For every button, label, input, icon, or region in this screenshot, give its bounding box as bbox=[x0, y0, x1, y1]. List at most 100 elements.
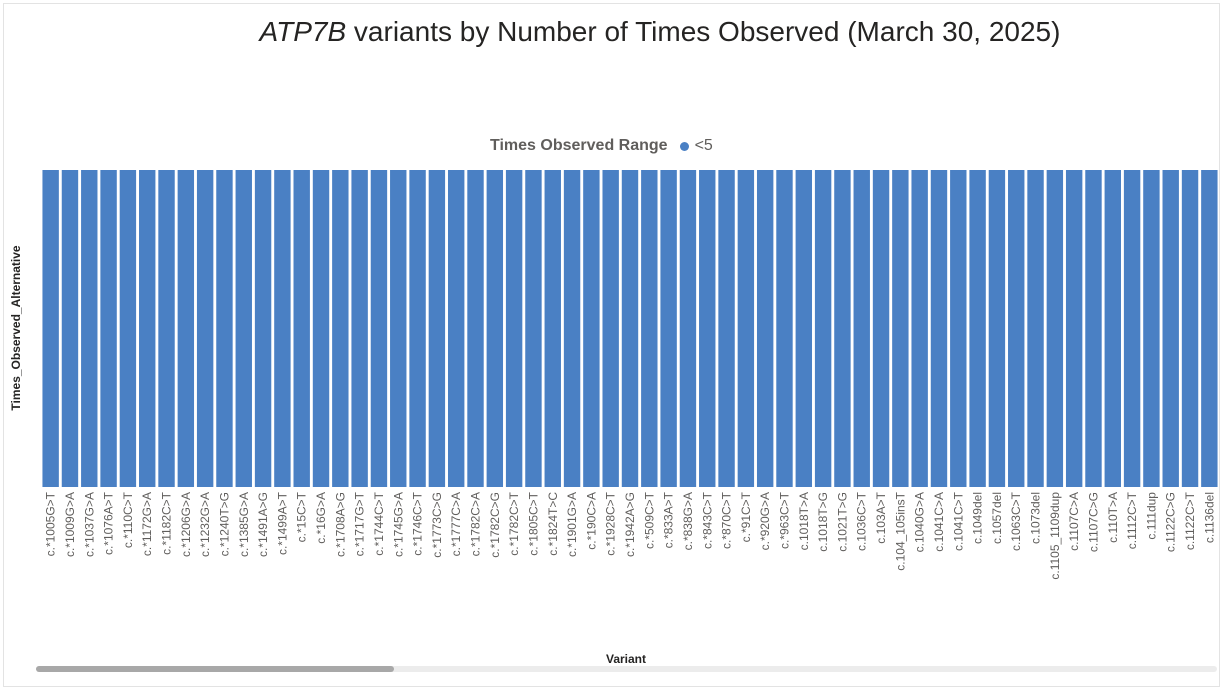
bar[interactable] bbox=[505, 170, 523, 487]
bar[interactable] bbox=[1008, 170, 1025, 487]
bar[interactable] bbox=[139, 170, 156, 487]
x-tick-label: c.*1745G>A bbox=[391, 492, 405, 557]
x-tick-label: c.1041C>T bbox=[951, 491, 965, 551]
bar[interactable] bbox=[911, 170, 928, 487]
x-tick-label: c.1105_1109dup bbox=[1048, 492, 1062, 580]
bar[interactable] bbox=[834, 170, 851, 487]
bar[interactable] bbox=[370, 170, 388, 487]
x-tick-label: c.*1746C>T bbox=[411, 491, 425, 555]
x-tick-label: c.1112C>T bbox=[1125, 491, 1139, 549]
bar[interactable] bbox=[795, 170, 813, 487]
bar[interactable] bbox=[892, 170, 909, 487]
bar[interactable] bbox=[621, 170, 639, 487]
bar[interactable] bbox=[544, 170, 561, 487]
bar[interactable] bbox=[1065, 170, 1083, 487]
bar[interactable] bbox=[312, 170, 330, 487]
bar[interactable] bbox=[679, 170, 697, 487]
x-tick-label: c.*1782C>T bbox=[507, 491, 521, 555]
bar[interactable] bbox=[1104, 170, 1121, 487]
bar[interactable] bbox=[814, 170, 832, 487]
bar[interactable] bbox=[409, 170, 426, 487]
legend-marker-dot[interactable] bbox=[679, 141, 689, 151]
x-tick-label: c.*509C>T bbox=[642, 491, 656, 549]
bar[interactable] bbox=[100, 170, 117, 487]
x-tick-label: c.*920G>A bbox=[758, 492, 772, 550]
x-tick-label: c.*1708A>G bbox=[333, 492, 347, 557]
bar[interactable] bbox=[583, 170, 600, 487]
bar[interactable] bbox=[930, 170, 948, 487]
bar[interactable] bbox=[1085, 170, 1102, 487]
x-tick-label: c.*1777C>A bbox=[449, 492, 463, 556]
bar[interactable] bbox=[81, 170, 98, 487]
bar[interactable] bbox=[351, 170, 368, 487]
bar[interactable] bbox=[216, 170, 233, 487]
bar[interactable] bbox=[1046, 170, 1064, 487]
bar[interactable] bbox=[332, 170, 349, 487]
bar[interactable] bbox=[235, 170, 252, 487]
bar[interactable] bbox=[950, 170, 967, 487]
x-axis-title: Variant bbox=[606, 652, 646, 666]
bar[interactable] bbox=[525, 170, 542, 487]
bar[interactable] bbox=[699, 170, 716, 487]
x-tick-label: c.*91C>T bbox=[739, 491, 753, 542]
x-tick-label: c.*15C>T bbox=[295, 491, 309, 542]
bar[interactable] bbox=[988, 170, 1006, 487]
x-tick-label: c.*1717G>T bbox=[353, 491, 367, 556]
x-axis-tick-labels: c.*1005G>T c.*1009G>A c.*1037G>A c.*1076A>T… bbox=[44, 491, 1217, 579]
x-tick-label: c.1040G>A bbox=[913, 492, 927, 552]
x-tick-label: c.*1491A>G bbox=[256, 492, 270, 557]
bar[interactable] bbox=[602, 170, 619, 487]
x-tick-label: c.*1805C>T bbox=[526, 491, 540, 555]
bar[interactable] bbox=[853, 170, 870, 487]
bar[interactable] bbox=[1181, 170, 1199, 487]
x-tick-label: c.*1901G>A bbox=[565, 492, 579, 557]
x-tick-label: c.*843C>T bbox=[700, 491, 714, 549]
bar[interactable] bbox=[254, 170, 272, 487]
visual-frame bbox=[3, 3, 1220, 687]
bar[interactable] bbox=[158, 170, 175, 487]
bar[interactable] bbox=[1123, 170, 1141, 487]
x-tick-label: c.1057del bbox=[990, 492, 1004, 544]
bar[interactable] bbox=[1201, 170, 1218, 487]
x-tick-label: c.*110C>T bbox=[121, 491, 135, 548]
bar[interactable] bbox=[119, 170, 137, 487]
bar[interactable] bbox=[718, 170, 735, 487]
bar[interactable] bbox=[872, 170, 890, 487]
x-tick-label: c.110T>A bbox=[1106, 492, 1120, 543]
x-tick-label: c.*1240T>G bbox=[217, 492, 231, 556]
bar[interactable] bbox=[969, 170, 986, 487]
x-tick-label: c.104_105insT bbox=[893, 491, 907, 570]
x-tick-label: c.1136del bbox=[1202, 492, 1216, 543]
x-tick-label: c.*833A>T bbox=[662, 491, 676, 548]
bar[interactable] bbox=[42, 170, 59, 487]
x-tick-label: c.*1206G>A bbox=[179, 492, 193, 557]
bar[interactable] bbox=[196, 170, 214, 487]
bar[interactable] bbox=[293, 170, 310, 487]
bar[interactable] bbox=[563, 170, 581, 487]
horizontal-scrollbar-thumb[interactable] bbox=[36, 666, 394, 672]
bar[interactable] bbox=[660, 170, 677, 487]
legend-entry-label[interactable]: <5 bbox=[694, 137, 713, 154]
bar[interactable] bbox=[737, 170, 755, 487]
bar[interactable] bbox=[1027, 170, 1044, 487]
x-tick-label: c.*1782C>G bbox=[488, 492, 502, 558]
horizontal-scrollbar-track[interactable] bbox=[36, 666, 1217, 672]
bar[interactable] bbox=[776, 170, 793, 487]
bar[interactable] bbox=[274, 170, 291, 487]
bar[interactable] bbox=[390, 170, 407, 487]
x-tick-label: c.*1172G>A bbox=[140, 492, 154, 556]
bar[interactable] bbox=[756, 170, 774, 487]
bar[interactable] bbox=[486, 170, 504, 487]
bar[interactable] bbox=[428, 170, 446, 487]
bar[interactable] bbox=[447, 170, 465, 487]
x-tick-label: c.111dup bbox=[1144, 492, 1158, 540]
x-tick-label: c.1073del bbox=[1029, 492, 1043, 544]
x-tick-label: c.*870C>T bbox=[720, 491, 734, 549]
bar[interactable] bbox=[61, 170, 79, 487]
bar[interactable] bbox=[641, 170, 658, 487]
bar[interactable] bbox=[1162, 170, 1179, 487]
bar[interactable] bbox=[1143, 170, 1160, 487]
bar[interactable] bbox=[177, 170, 195, 487]
bar[interactable] bbox=[467, 170, 484, 487]
